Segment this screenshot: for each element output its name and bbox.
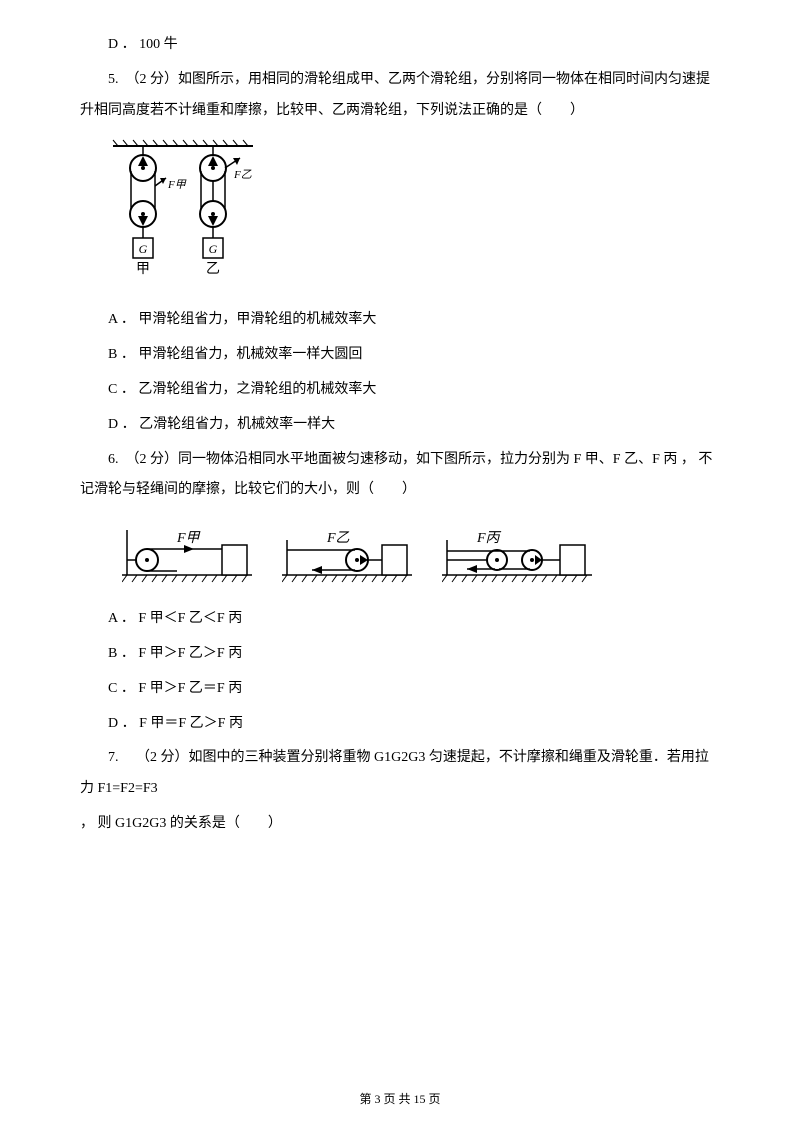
svg-text:F丙: F丙 — [476, 531, 502, 546]
svg-text:乙: 乙 — [206, 261, 220, 277]
svg-text:F乙: F乙 — [233, 169, 252, 181]
q6-diagram-bing-icon: F丙 — [442, 520, 592, 590]
q5-option-d: D ． 乙滑轮组省力，机械效率一样大 — [80, 410, 720, 441]
page-footer: 第 3 页 共 15 页 — [0, 1086, 800, 1112]
pulley-diagram-icon: G 甲 F甲 G 乙 F乙 — [108, 138, 258, 293]
q6-option-d: D ． F 甲＝F 乙＞F 丙 — [80, 709, 720, 740]
svg-text:F甲: F甲 — [176, 531, 201, 546]
q6-option-a: A ． F 甲＜F 乙＜F 丙 — [80, 604, 720, 635]
q5-option-b: B ． 甲滑轮组省力，机械效率一样大圆回 — [80, 340, 720, 371]
q7-stem-line2: ， 则 G1G2G3 的关系是（ ） — [80, 809, 720, 840]
svg-text:甲: 甲 — [136, 262, 150, 277]
q5-stem: 5. （2 分）如图所示，用相同的滑轮组成甲、乙两个滑轮组，分别将同一物体在相同… — [80, 65, 720, 127]
q6-stem: 6. （2 分）同一物体沿相同水平地面被匀速移动，如下图所示，拉力分别为 F 甲… — [80, 445, 720, 507]
svg-text:G: G — [139, 242, 148, 256]
q4-option-d: D ． 100 牛 — [80, 30, 720, 61]
svg-text:F乙: F乙 — [326, 531, 350, 546]
q6-figure: F甲 F乙 — [122, 520, 720, 590]
q6-diagram-yi-icon: F乙 — [282, 520, 412, 590]
q6-option-b: B ． F 甲＞F 乙＞F 丙 — [80, 639, 720, 670]
q5-option-a: A ． 甲滑轮组省力，甲滑轮组的机械效率大 — [80, 305, 720, 336]
q7-stem-line1: 7. （2 分）如图中的三种装置分别将重物 G1G2G3 匀速提起，不计摩擦和绳… — [80, 743, 720, 805]
q5-figure: G 甲 F甲 G 乙 F乙 — [108, 138, 720, 293]
svg-text:G: G — [209, 242, 218, 256]
svg-text:F甲: F甲 — [167, 179, 187, 191]
q5-option-c: C ． 乙滑轮组省力，之滑轮组的机械效率大 — [80, 375, 720, 406]
q6-option-c: C ． F 甲＞F 乙＝F 丙 — [80, 674, 720, 705]
q6-diagram-jia-icon: F甲 — [122, 520, 252, 590]
